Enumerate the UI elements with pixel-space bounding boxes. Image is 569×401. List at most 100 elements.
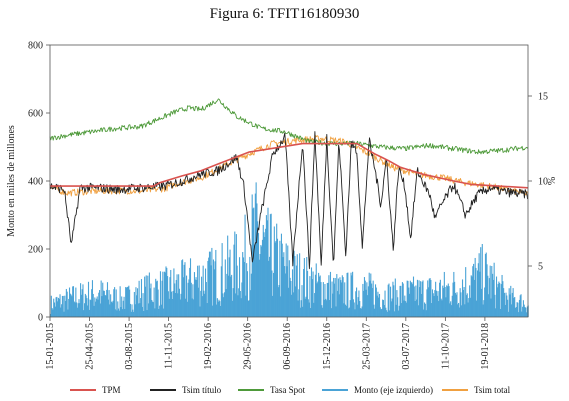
monto-bar [398,305,400,317]
monto-bar [241,282,243,317]
monto-bar [249,256,251,317]
monto-bar [318,272,320,317]
monto-bar [176,274,178,317]
monto-bar [210,265,212,317]
monto-bar [291,294,293,317]
monto-bar [339,277,341,317]
monto-bar [437,291,439,317]
monto-bar [394,278,396,317]
monto-bar [68,298,70,317]
left-axis-ticks: 0 200 400 600 800 [28,41,50,324]
monto-bar [313,302,315,317]
monto-bar [63,311,65,317]
monto-bar [255,182,257,317]
monto-bar [132,309,134,317]
monto-bar [288,260,290,317]
monto-bar [306,257,308,317]
monto-bar [484,253,487,317]
monto-bar [119,286,121,317]
monto-bar [458,307,460,317]
monto-bar [177,293,179,317]
monto-bar [203,290,205,317]
monto-bar [262,224,264,317]
monto-bar [204,268,207,317]
monto-bar [506,295,508,317]
monto-bar [496,287,498,317]
monto-bar [333,283,335,317]
monto-bar [189,267,191,317]
monto-bar [211,247,213,317]
monto-bar [520,294,522,317]
monto-bar [359,301,361,317]
chart-title: Figura 6: TFIT16180930 [209,6,360,22]
monto-bar [227,275,230,317]
monto-bar [205,282,207,317]
monto-bar [436,295,438,317]
legend-label: Monto (eje izquierdo) [354,385,433,395]
monto-bar [354,309,356,317]
monto-bar [171,298,173,317]
series-line-tpm [50,142,529,189]
monto-bar [98,292,100,317]
monto-bar [65,300,67,317]
monto-bar [265,228,267,317]
monto-bar [322,282,324,317]
monto-bar [284,266,286,317]
monto-bar [413,286,415,317]
monto-bar [136,288,139,317]
monto-bar [135,287,137,317]
monto-bar [344,282,346,317]
monto-bar [396,290,398,317]
right-tick-label: 15 [538,92,548,103]
monto-bar [235,234,237,317]
monto-bar [458,302,460,317]
monto-bar [252,208,254,317]
monto-bar [511,292,513,317]
monto-bar [460,292,462,317]
monto-bar [137,303,139,317]
monto-bar [351,275,353,317]
monto-bar [480,247,482,317]
monto-bar [346,272,348,317]
monto-bar [138,280,140,317]
legend-swatch [150,389,176,391]
legend-swatch [70,389,96,391]
monto-bar [242,257,245,317]
monto-bar [194,279,196,317]
monto-bar [172,291,174,317]
monto-bar [463,287,465,317]
monto-bar [228,257,230,317]
monto-bar [193,272,196,317]
monto-bar [434,290,436,317]
monto-bar [416,279,419,317]
monto-bar [58,298,60,317]
monto-bar [373,304,375,317]
monto-bar [300,300,302,317]
monto-bar [407,280,409,317]
monto-bar [424,302,426,317]
monto-bar [307,299,309,317]
monto-bar [349,300,351,317]
monto-bar [386,310,388,317]
monto-bar [440,298,442,317]
monto-bar [508,288,510,317]
monto-bar [467,302,469,317]
monto-bar [452,282,454,317]
monto-bar [416,299,418,317]
monto-bar [266,220,268,317]
monto-bar [412,276,415,317]
monto-bar [233,244,235,317]
monto-bar [498,281,500,317]
monto-bar [371,283,373,317]
monto-bar [88,309,90,317]
monto-bar [376,295,378,317]
monto-bar [120,307,122,317]
monto-bar [421,281,423,317]
monto-bar [493,262,495,317]
monto-bar [439,282,441,317]
monto-bar [91,280,94,317]
monto-bar [260,245,262,317]
monto-bar [230,276,232,317]
monto-bar [220,266,222,317]
monto-bar [442,287,445,317]
